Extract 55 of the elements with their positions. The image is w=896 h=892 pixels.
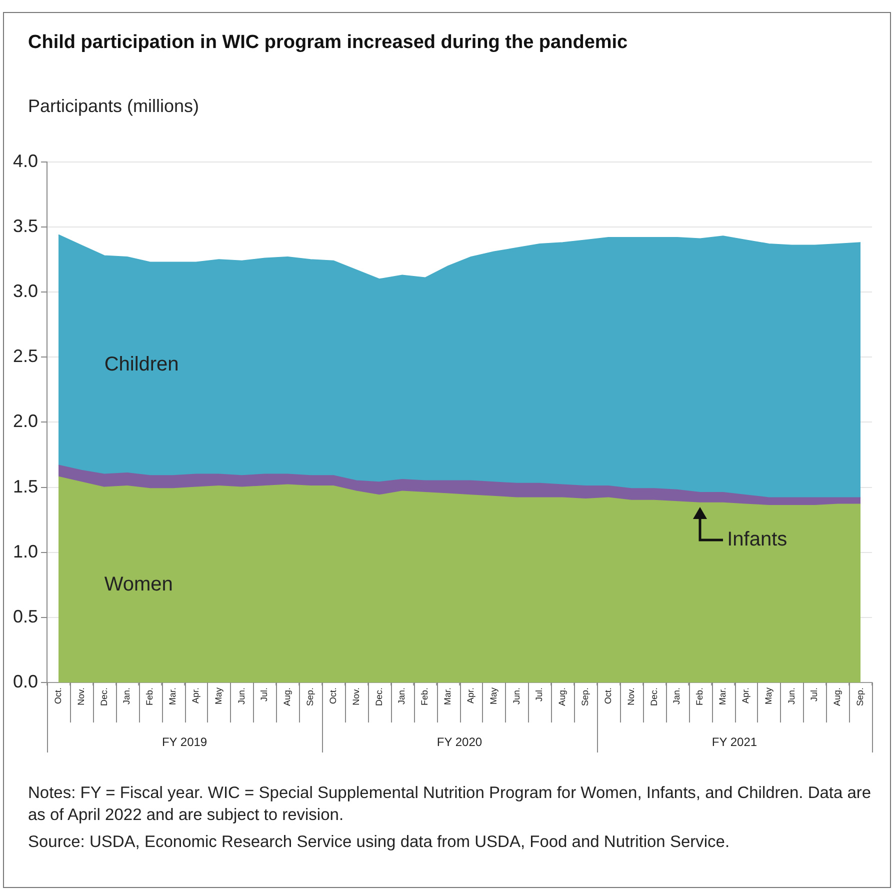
x-tick-label: Jun. <box>236 687 246 704</box>
text: FY 2020 <box>436 734 482 749</box>
x-tick-label: Mar. <box>718 687 728 705</box>
x-tick-label: May <box>488 687 498 704</box>
x-tick-label: Nov. <box>626 687 636 706</box>
x-tick-label: Dec. <box>648 687 659 706</box>
y-tick-label: 0.5 <box>12 606 38 626</box>
x-tick-label: Feb. <box>144 687 155 706</box>
text: FY 2021 <box>712 734 758 749</box>
y-tick-label: 1.0 <box>12 541 38 562</box>
text: Notes: FY = Fiscal year. WIC = Special Supplemental Nutrition Program for Women, Infants, and Children. Data are as of April 2022 and are subject to revision. <box>28 783 872 826</box>
series-label: Women <box>104 573 173 596</box>
x-tick-label: Mar. <box>442 687 453 705</box>
x-tick-label: Apr. <box>465 687 476 704</box>
y-tick-label: 1.5 <box>12 476 38 496</box>
x-tick-label: Jul. <box>809 687 820 702</box>
x-tick-label: Sep. <box>580 687 590 706</box>
x-tick-label: Jul. <box>259 687 270 702</box>
source-note: Source: USDA, Economic Research Service using data from USDA, Food and Nutrition Service. <box>28 832 731 853</box>
series-label: Children <box>104 354 179 376</box>
x-tick-label: Jan. <box>672 687 682 704</box>
x-tick-label: Jan. <box>396 687 407 704</box>
x-tick-label: Dec. <box>374 687 384 706</box>
y-tick-label: 2.0 <box>12 411 38 432</box>
y-tick-label: 2.5 <box>12 346 38 366</box>
x-tick-label: Dec. <box>98 687 109 706</box>
x-tick-label: Sep. <box>855 687 866 706</box>
x-tick-label: Feb. <box>420 687 430 706</box>
x-tick-label: Jun. <box>511 687 522 704</box>
x-tick-label: Oct. <box>602 687 613 704</box>
y-tick-label: 3.5 <box>12 216 38 236</box>
series-label: Infants <box>727 528 788 550</box>
x-tick-label: Nov. <box>76 687 86 706</box>
x-tick-label: May <box>763 687 774 704</box>
x-tick-label: Apr. <box>740 687 750 704</box>
y-axis-title: Participants (millions) <box>28 96 200 117</box>
x-tick-label: Jun. <box>786 687 796 704</box>
x-tick-label: Feb. <box>694 687 705 706</box>
x-tick-label: May <box>213 687 224 704</box>
x-tick-label: Nov. <box>350 687 361 706</box>
x-tick-label: Jul. <box>534 687 544 702</box>
x-tick-label: Jan. <box>122 687 132 704</box>
text: FY 2019 <box>162 734 208 749</box>
y-tick-label: 0.0 <box>12 671 38 692</box>
x-tick-label: Oct. <box>52 687 63 704</box>
x-tick-label: Aug. <box>282 687 292 706</box>
y-tick-label: 4.0 <box>12 150 38 171</box>
x-tick-label: Mar. <box>168 687 178 705</box>
x-tick-label: Aug. <box>832 687 842 706</box>
x-tick-label: Oct. <box>328 687 338 704</box>
x-tick-label: Apr. <box>190 687 200 704</box>
x-tick-label: Aug. <box>557 687 568 706</box>
chart-title: Child participation in WIC program increased during the pandemic <box>28 32 628 54</box>
y-tick-label: 3.0 <box>12 281 38 302</box>
x-tick-label: Sep. <box>305 687 316 706</box>
